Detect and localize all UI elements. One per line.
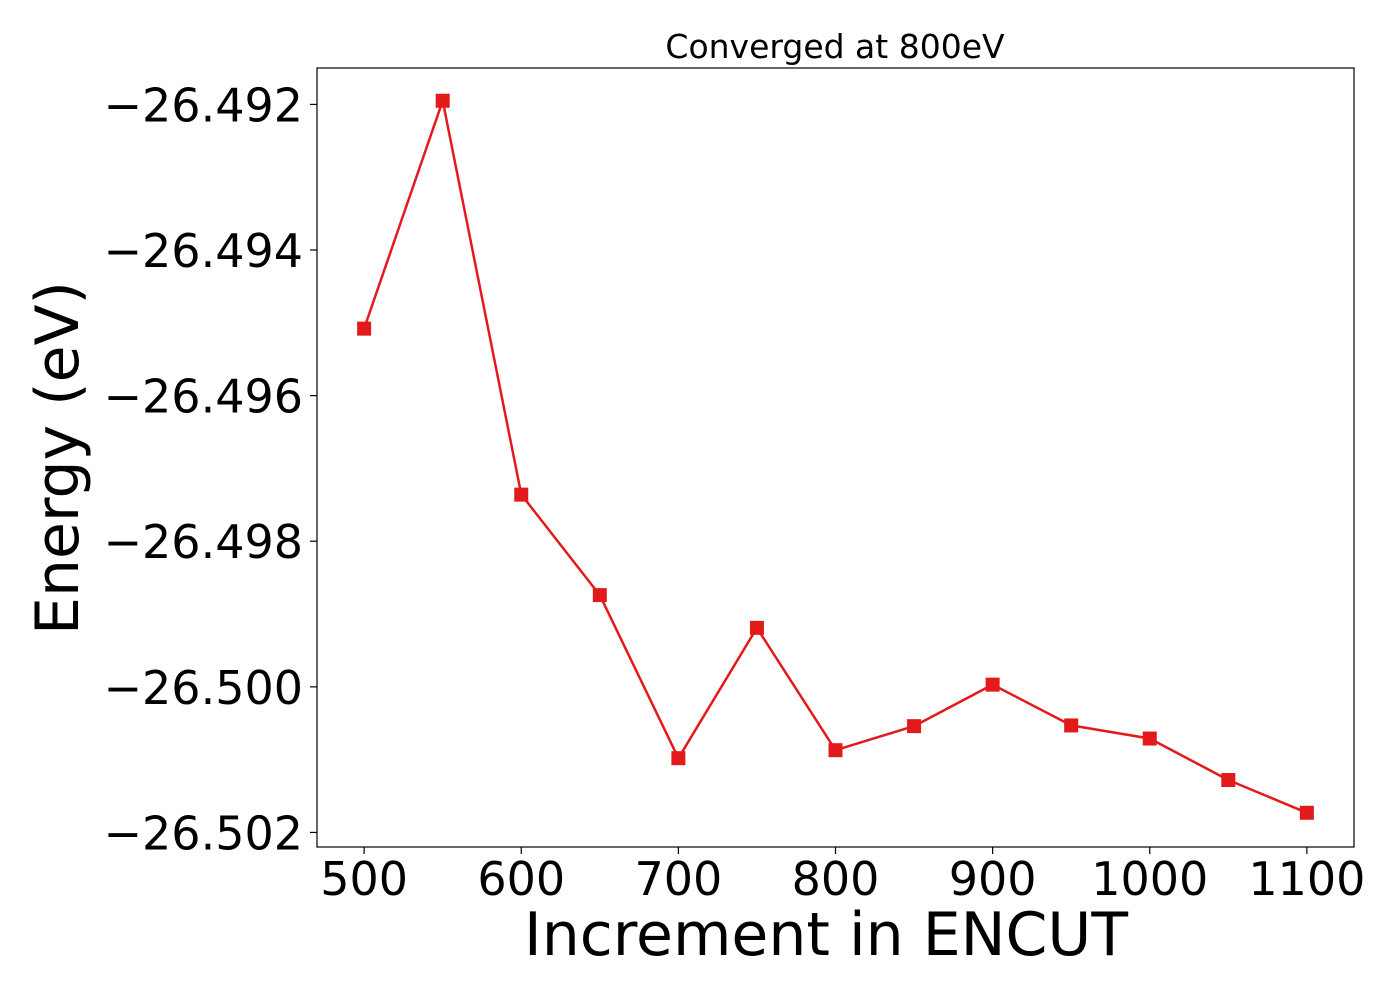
- data-point-marker: [1221, 773, 1236, 788]
- y-tick-label: −26.494: [104, 224, 304, 278]
- x-tick-label: 900: [949, 852, 1037, 906]
- data-point-marker: [671, 751, 686, 766]
- x-tick-label: 1000: [1091, 852, 1208, 906]
- series-line: [362, 99, 1308, 814]
- data-point-marker: [985, 677, 1000, 692]
- y-tick-label: −26.496: [104, 370, 304, 424]
- plot-area-frame: [316, 67, 1355, 848]
- x-axis-label: Increment in ENCUT: [524, 900, 1128, 970]
- y-axis-label: Energy (eV): [23, 281, 93, 635]
- x-tick-label: 700: [634, 852, 722, 906]
- y-tick-label: −26.492: [104, 78, 304, 132]
- chart-title: Converged at 800eV: [665, 27, 1005, 66]
- data-point-marker: [357, 321, 372, 336]
- x-tick-label: 800: [792, 852, 880, 906]
- data-point-marker: [828, 743, 843, 758]
- data-point-marker: [592, 588, 607, 603]
- x-tick-label: 500: [320, 852, 408, 906]
- data-point-marker: [1064, 718, 1079, 733]
- data-point-marker: [514, 487, 529, 502]
- y-axis: −26.492 −26.494 −26.496 −26.498 −26.500 −26.5…: [104, 78, 317, 860]
- y-tick-label: −26.502: [104, 806, 304, 860]
- data-point-marker: [435, 93, 450, 108]
- x-tick-label: 600: [477, 852, 565, 906]
- x-axis: 500 600 700 800 900 1000 1100: [320, 847, 1365, 906]
- series-layer: [357, 93, 1314, 820]
- data-point-marker: [1142, 731, 1157, 746]
- y-tick-label: −26.500: [104, 661, 304, 715]
- data-point-marker: [1299, 805, 1314, 820]
- data-point-marker: [749, 620, 764, 635]
- data-point-marker: [907, 719, 922, 734]
- x-tick-label: 1100: [1248, 852, 1365, 906]
- y-tick-label: −26.498: [104, 515, 304, 569]
